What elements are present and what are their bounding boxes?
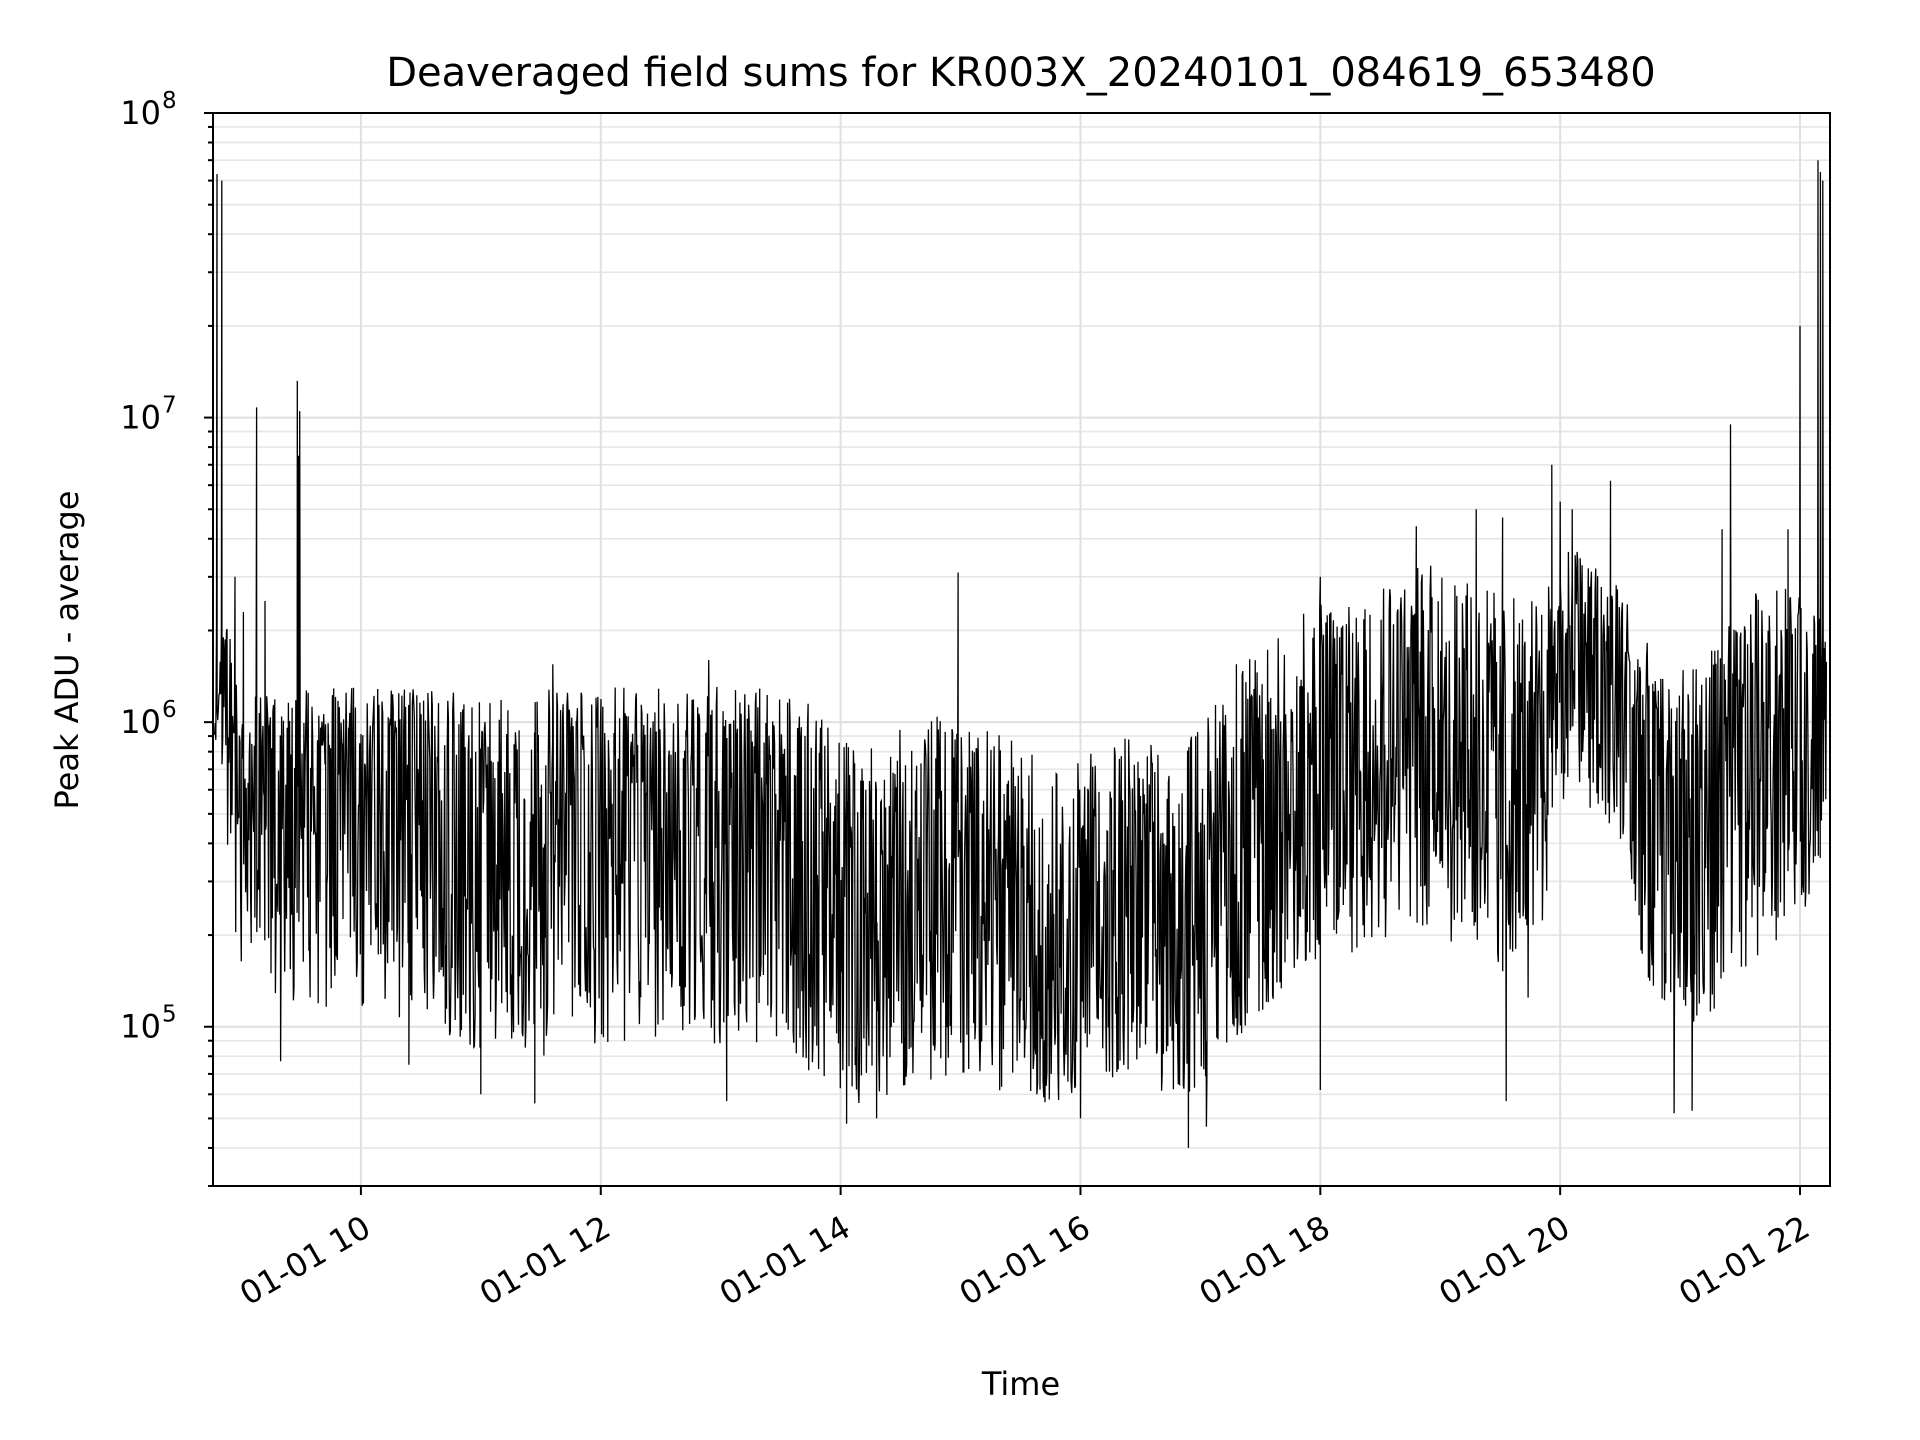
y-tick-label-exponent: 5 (162, 1002, 177, 1028)
x-axis-label: Time (981, 1365, 1060, 1403)
y-tick-label: 10 (120, 1008, 161, 1046)
plot-area-frame (212, 112, 1831, 1187)
series-layer (213, 160, 1828, 1148)
series-line (213, 160, 1828, 1148)
y-tick-label-exponent: 7 (162, 393, 177, 419)
chart-title: Deaveraged field sums for KR003X_2024010… (386, 50, 1655, 96)
y-tick-label: 10 (120, 703, 161, 741)
y-tick-label: 10 (120, 94, 161, 132)
y-axis-label: Peak ADU - average (48, 491, 86, 810)
y-tick-label: 10 (120, 399, 161, 437)
y-tick-label-exponent: 8 (162, 88, 177, 114)
y-tick-label-exponent: 6 (162, 697, 177, 723)
